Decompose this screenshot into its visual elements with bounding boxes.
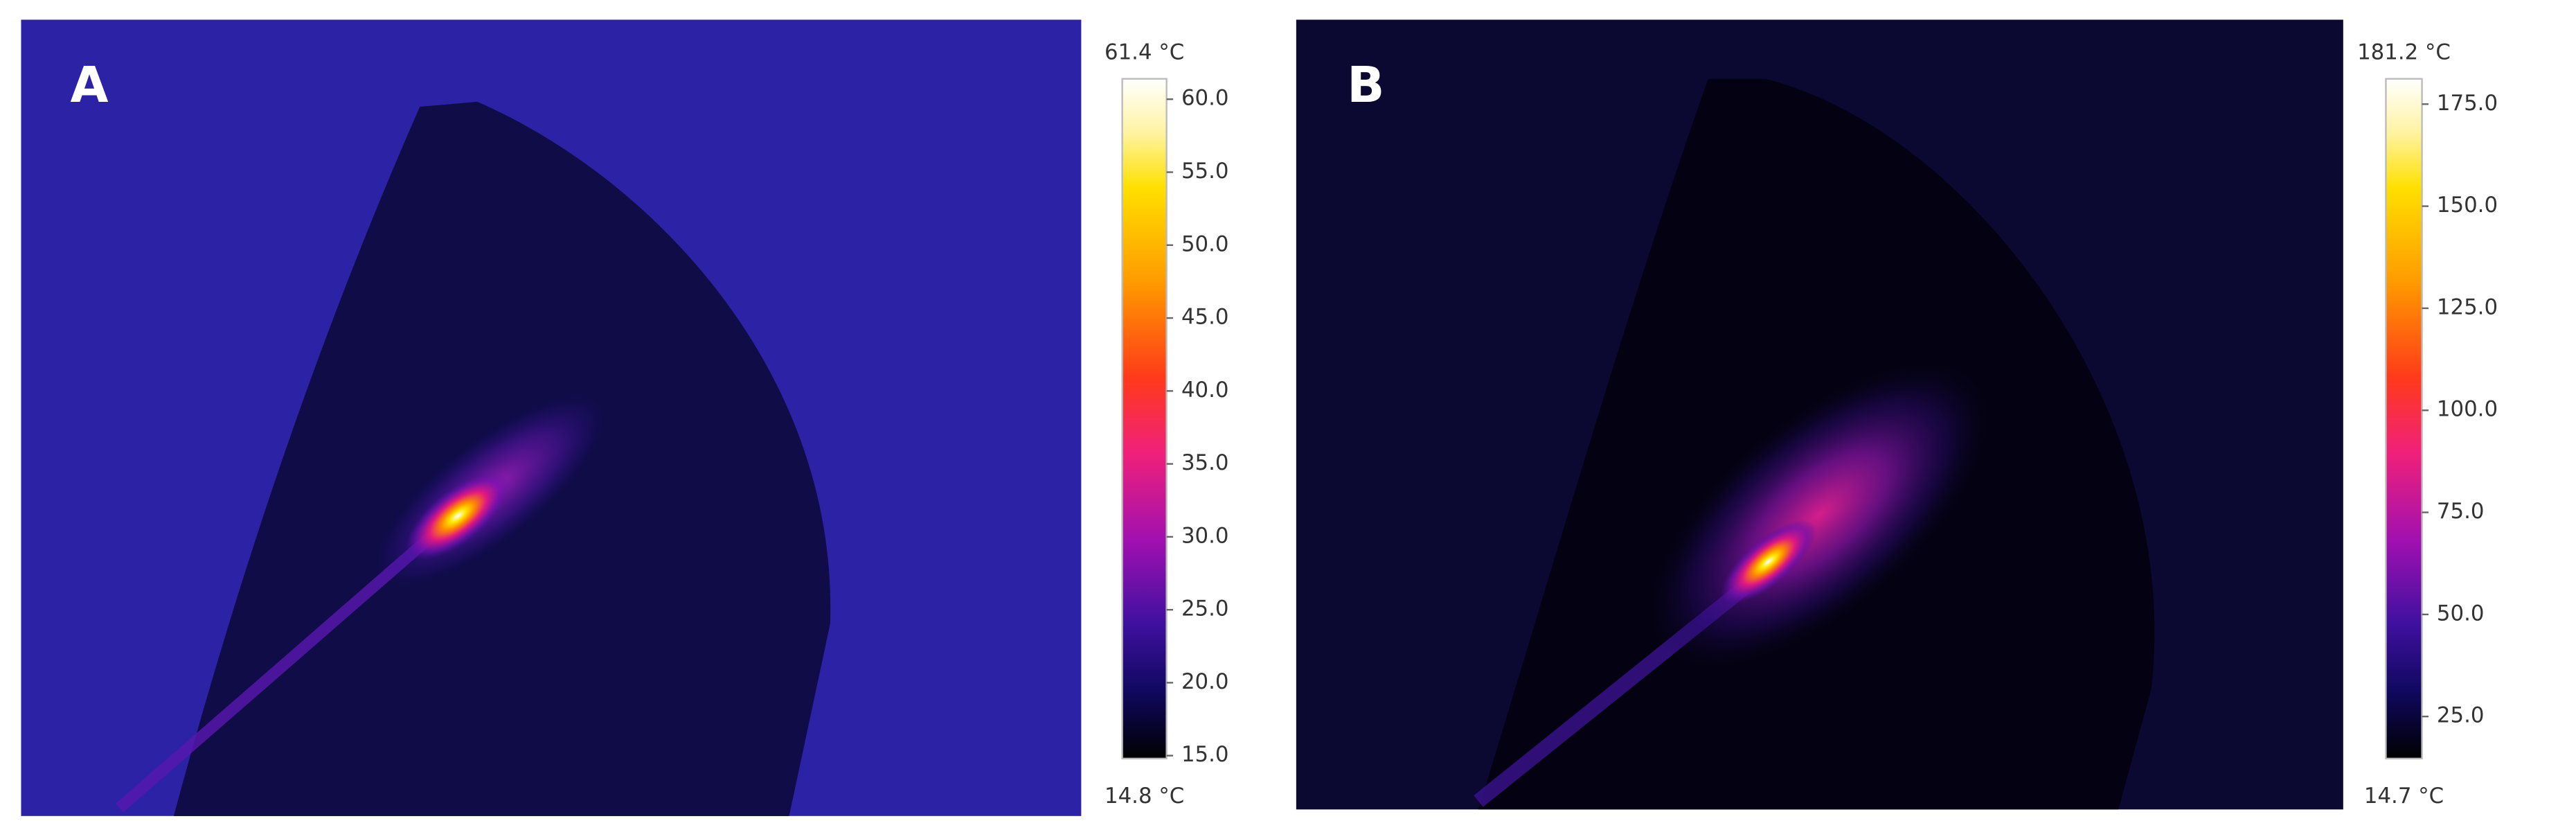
- tick-label: 55.0: [1181, 159, 1229, 184]
- panel-label: B: [1347, 56, 1384, 114]
- tick-label: 75.0: [2437, 499, 2485, 524]
- tick-label: 20.0: [1181, 669, 1229, 694]
- panel-label: A: [71, 56, 109, 114]
- thermal-image: [21, 19, 1082, 816]
- tick-label: 175.0: [2437, 91, 2498, 116]
- scale-max-label: 181.2 °C: [2357, 39, 2451, 64]
- colorbar: [1121, 78, 1168, 760]
- tick-label: 50.0: [2437, 601, 2485, 626]
- thermal-image: [1296, 19, 2343, 810]
- tick-label: 100.0: [2437, 397, 2498, 422]
- tick-label: 150.0: [2437, 193, 2498, 218]
- tick-label: 40.0: [1181, 378, 1229, 403]
- tick-label: 30.0: [1181, 523, 1229, 548]
- scale-min-label: 14.7 °C: [2364, 784, 2444, 809]
- tick-label: 25.0: [1181, 597, 1229, 621]
- scale-min-label: 14.8 °C: [1104, 784, 1184, 809]
- scale-max-label: 61.4 °C: [1104, 39, 1184, 64]
- tick-label: 125.0: [2437, 294, 2498, 319]
- tick-label: 35.0: [1181, 450, 1229, 475]
- tick-label: 15.0: [1181, 742, 1229, 767]
- tick-label: 60.0: [1181, 86, 1229, 111]
- tick-label: 50.0: [1181, 231, 1229, 256]
- colorbar: [2385, 78, 2423, 760]
- tick-label: 45.0: [1181, 305, 1229, 330]
- tick-label: 25.0: [2437, 703, 2485, 728]
